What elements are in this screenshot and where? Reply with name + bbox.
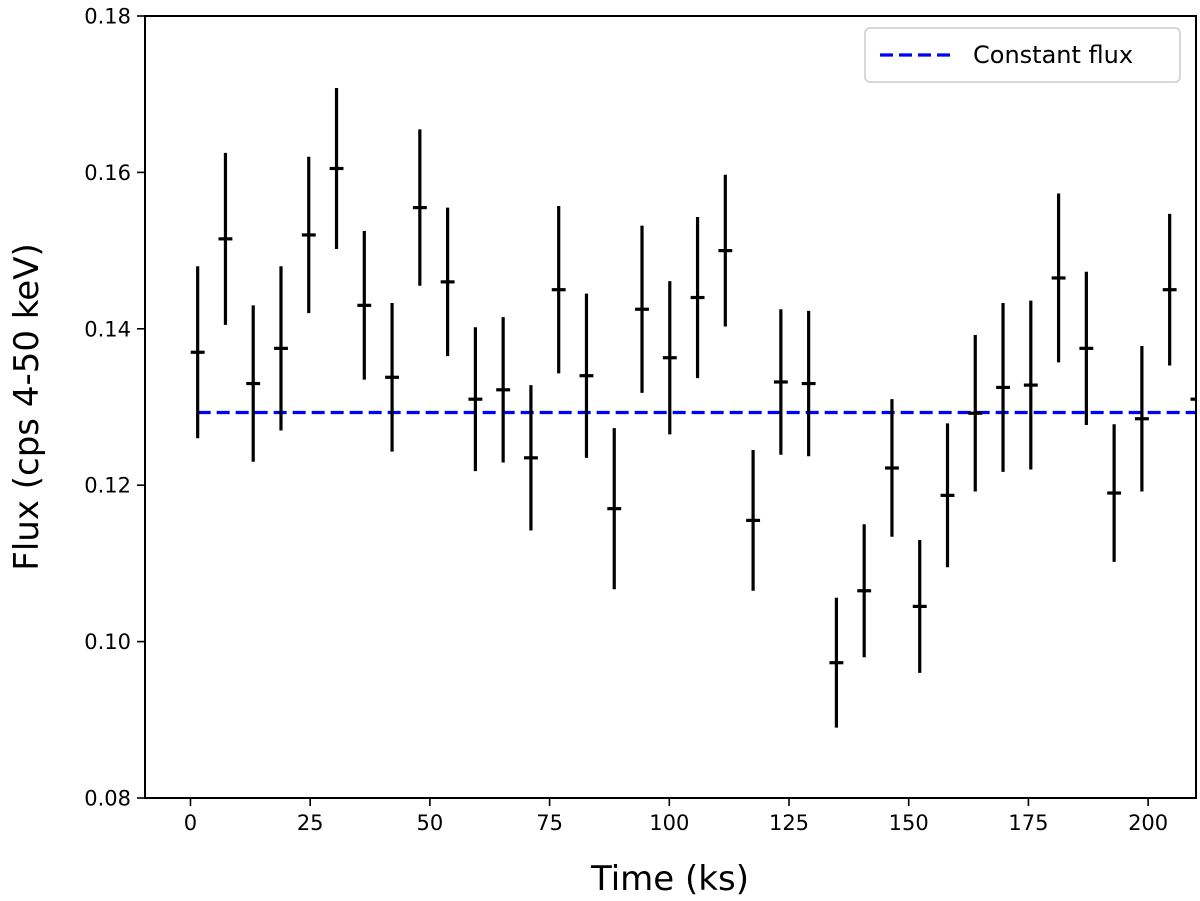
data-point — [912, 539, 927, 673]
data-point — [301, 156, 316, 314]
x-tick-label: 100 — [649, 811, 689, 835]
x-axis-title: Time (ks) — [590, 859, 749, 899]
data-point — [1134, 346, 1149, 492]
y-tick-label: 0.12 — [84, 474, 131, 498]
data-point — [523, 385, 538, 531]
data-point — [718, 174, 733, 327]
data-point — [662, 281, 677, 435]
data-point — [1190, 324, 1196, 474]
y-axis-title: Flux (cps 4-50 keV) — [7, 243, 47, 570]
y-tick-label: 0.10 — [84, 630, 131, 654]
data-point — [690, 216, 705, 379]
legend-box — [864, 27, 1181, 83]
x-tick-label: 25 — [297, 811, 324, 835]
legend-label-constant-flux: Constant flux — [973, 41, 1133, 69]
data-point — [635, 225, 649, 393]
plot-area — [190, 87, 1196, 728]
data-point — [551, 206, 566, 374]
data-point — [190, 266, 205, 439]
data-point — [940, 423, 955, 568]
plot-frame — [144, 15, 1197, 799]
data-point — [1023, 300, 1038, 470]
x-tick-label: 75 — [536, 811, 563, 835]
data-point — [385, 302, 400, 452]
x-tick-label: 200 — [1128, 811, 1168, 835]
data-point — [829, 597, 844, 728]
data-point — [1079, 271, 1094, 425]
data-point — [468, 327, 483, 472]
data-point — [607, 428, 622, 590]
x-tick-label: 50 — [417, 811, 444, 835]
data-point — [885, 399, 899, 537]
data-point — [746, 450, 761, 591]
x-tick-label: 0 — [184, 811, 197, 835]
x-tick-label: 175 — [1008, 811, 1048, 835]
data-point — [857, 524, 872, 658]
data-point — [412, 129, 427, 286]
data-point — [496, 317, 511, 463]
data-point — [218, 152, 233, 325]
data-point — [357, 231, 372, 380]
data-point — [274, 266, 288, 431]
data-point — [579, 293, 594, 458]
legend: Constant flux — [864, 27, 1181, 83]
data-point — [968, 335, 983, 492]
data-point — [329, 87, 344, 250]
data-point — [246, 305, 261, 462]
data-point — [773, 309, 788, 455]
x-tick-label: 150 — [889, 811, 929, 835]
axis-ticks: 0 25 50 75 100 125 150 175 200 0.08 0.10 0.12 0.14 0.… — [84, 5, 1168, 836]
y-tick-label: 0.18 — [84, 5, 131, 29]
y-tick-label: 0.16 — [84, 161, 131, 185]
data-point — [1162, 213, 1177, 366]
y-tick-label: 0.08 — [84, 787, 131, 811]
y-tick-label: 0.14 — [84, 317, 131, 341]
data-point — [801, 310, 816, 457]
data-point — [1107, 424, 1122, 562]
data-point — [440, 207, 455, 357]
data-point — [1051, 193, 1066, 363]
data-point — [996, 302, 1010, 472]
x-tick-label: 125 — [769, 811, 809, 835]
